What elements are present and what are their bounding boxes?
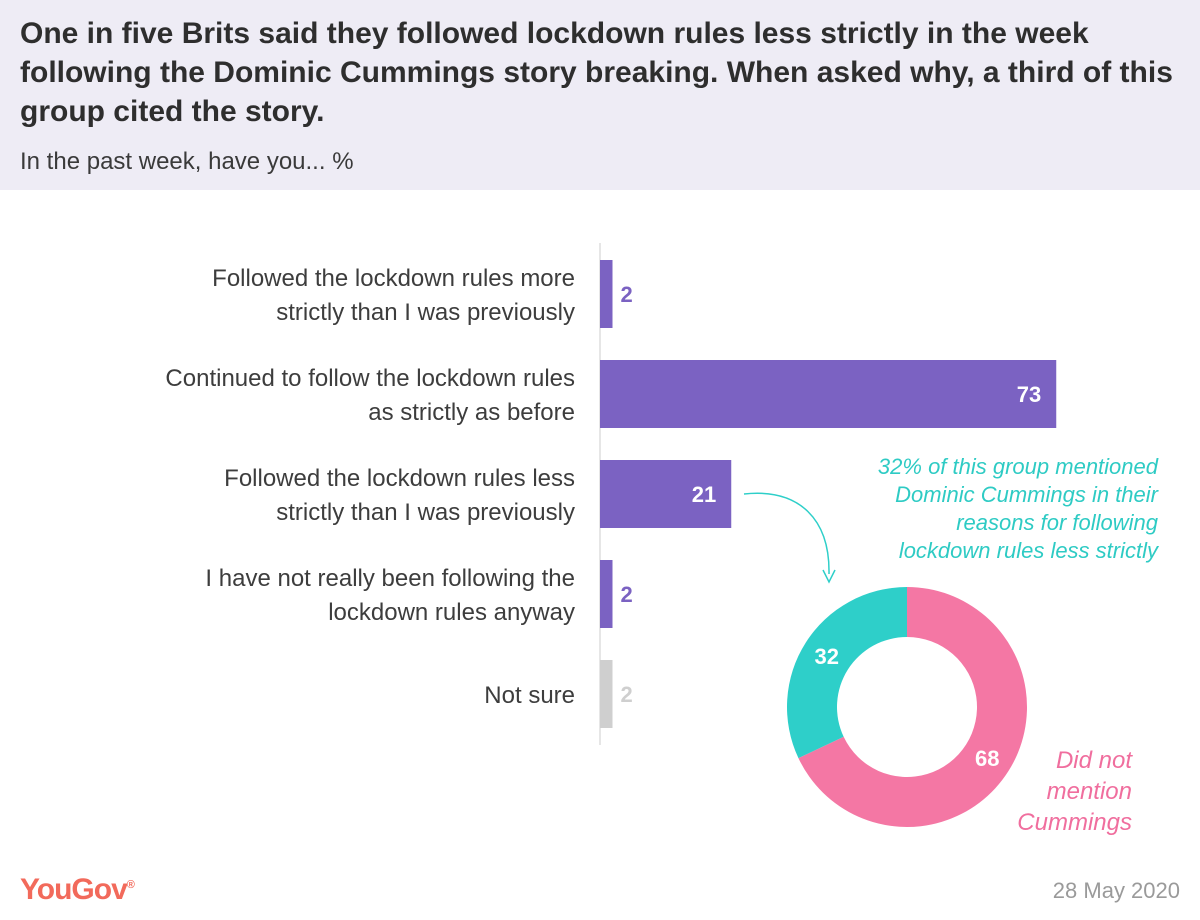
chart-subtitle: In the past week, have you... %	[20, 148, 354, 175]
category-label: as strictly as before	[368, 399, 575, 426]
annotation-text: Dominic Cummings in their	[895, 482, 1160, 507]
donut-category-label: Did not	[1056, 747, 1133, 774]
bar	[600, 560, 613, 628]
donut-chart: 68 32 Did not mention Cummings 32% of this gr…	[743, 454, 1160, 836]
donut-value-label: 32	[815, 644, 839, 669]
donut-slice	[798, 587, 1028, 827]
category-label: Followed the lockdown rules more	[212, 265, 575, 292]
donut-category-label: Cummings	[1017, 809, 1132, 836]
bar	[600, 260, 613, 328]
donut-category-label: mention	[1047, 778, 1132, 805]
value-label: 2	[621, 682, 633, 707]
category-label: lockdown rules anyway	[328, 599, 575, 626]
chart-title: One in five Brits said they followed loc…	[20, 17, 1173, 128]
value-label: 21	[692, 482, 716, 507]
category-label: Not sure	[484, 682, 575, 709]
bar-chart: Followed the lockdown rules more strictly…	[165, 243, 1057, 745]
bar	[600, 460, 732, 528]
yougov-logo: YouGov®	[20, 873, 135, 906]
chart-area: Followed the lockdown rules more strictly…	[165, 243, 1160, 836]
bar	[600, 360, 1057, 428]
bar	[600, 660, 613, 728]
category-label: Followed the lockdown rules less	[224, 465, 575, 492]
annotation-text: 32% of this group mentioned	[878, 454, 1159, 479]
donut-slice	[787, 587, 907, 759]
publish-date: 28 May 2020	[1052, 878, 1180, 903]
donut-value-label: 68	[975, 746, 999, 771]
annotation-text: reasons for following	[956, 510, 1159, 535]
annotation-connector	[743, 492, 830, 575]
annotation-text: lockdown rules less strictly	[899, 538, 1160, 563]
value-label: 2	[621, 582, 633, 607]
category-label: strictly than I was previously	[276, 499, 575, 526]
category-label: strictly than I was previously	[276, 299, 575, 326]
value-label: 2	[621, 282, 633, 307]
category-label: I have not really been following the	[205, 565, 575, 592]
value-label: 73	[1017, 382, 1041, 407]
header-band: One in five Brits said they followed loc…	[0, 0, 1200, 190]
arrow-head-icon	[822, 569, 836, 584]
category-label: Continued to follow the lockdown rules	[165, 365, 575, 392]
